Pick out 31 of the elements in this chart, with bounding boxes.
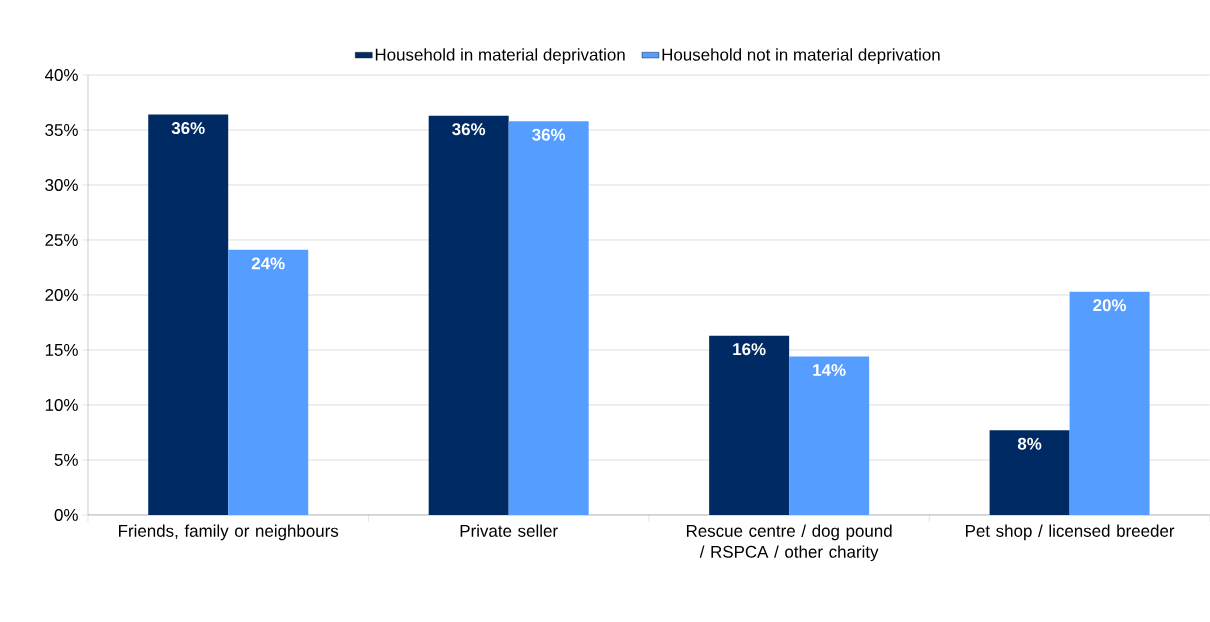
bar xyxy=(1069,291,1150,515)
data-label: 36% xyxy=(452,123,486,136)
y-tick-label: 30% xyxy=(45,179,78,192)
y-tick-label: 5% xyxy=(54,454,78,466)
bar xyxy=(989,430,1070,515)
bar xyxy=(789,356,870,515)
data-label: 16% xyxy=(733,343,766,356)
bar xyxy=(148,114,229,515)
legend-label: Household not in material deprivation xyxy=(662,48,940,65)
bar xyxy=(508,121,589,515)
y-tick-label: 15% xyxy=(45,344,78,356)
bar xyxy=(228,249,309,515)
x-tick-label: Friends, family or neighbours xyxy=(119,524,339,541)
data-label: 14% xyxy=(813,364,846,377)
x-tick-label: Pet shop / licensed breeder xyxy=(966,524,1175,541)
x-tick-label: Rescue centre / dog pound / RSPCA / other charity xyxy=(686,524,892,562)
x-tick-label: Private seller xyxy=(460,524,558,537)
bar xyxy=(428,115,509,515)
y-tick-label: 40% xyxy=(44,69,78,82)
data-label: 24% xyxy=(251,257,285,270)
y-tick-label: 10% xyxy=(45,398,78,411)
data-label: 36% xyxy=(171,122,205,135)
y-tick-label: 20% xyxy=(45,289,78,301)
y-tick-label: 25% xyxy=(45,234,78,246)
data-label: 36% xyxy=(532,128,566,141)
bar xyxy=(709,335,790,515)
data-label: 8% xyxy=(1017,437,1042,450)
y-tick-label: 35% xyxy=(45,124,78,137)
data-label: 20% xyxy=(1093,299,1127,312)
legend-label: Household in material deprivation xyxy=(375,48,625,65)
y-tick-label: 0% xyxy=(54,508,78,521)
